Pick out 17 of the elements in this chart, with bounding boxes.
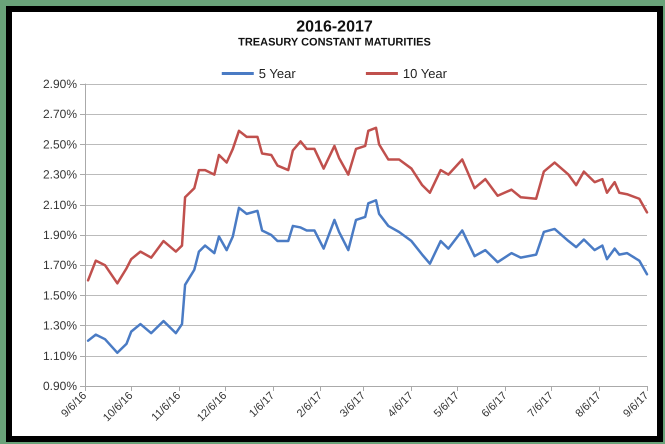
y-tick-label: 1.70% bbox=[42, 258, 78, 272]
legend-label: 10 Year bbox=[402, 66, 448, 81]
y-tick-label: 1.50% bbox=[42, 288, 78, 302]
y-tick-label: 2.10% bbox=[42, 198, 78, 212]
y-tick-label: 1.90% bbox=[42, 228, 78, 242]
y-tick-label: 0.90% bbox=[42, 379, 78, 393]
legend-label: 5 Year bbox=[258, 66, 296, 81]
chart-subtitle: TREASURY CONSTANT MATURITIES bbox=[238, 36, 431, 48]
line-series bbox=[86, 199, 648, 354]
y-tick-label: 1.30% bbox=[42, 318, 78, 333]
y-tick-label: 2.30% bbox=[42, 168, 78, 182]
y-tick-label: 1.10% bbox=[42, 348, 78, 363]
line-series bbox=[86, 126, 648, 285]
y-tick-label: 2.90% bbox=[42, 77, 78, 91]
y-tick-label: 2.50% bbox=[42, 137, 78, 152]
chart-title: 2016-2017 bbox=[296, 18, 373, 36]
y-tick-label: 2.70% bbox=[42, 107, 78, 122]
